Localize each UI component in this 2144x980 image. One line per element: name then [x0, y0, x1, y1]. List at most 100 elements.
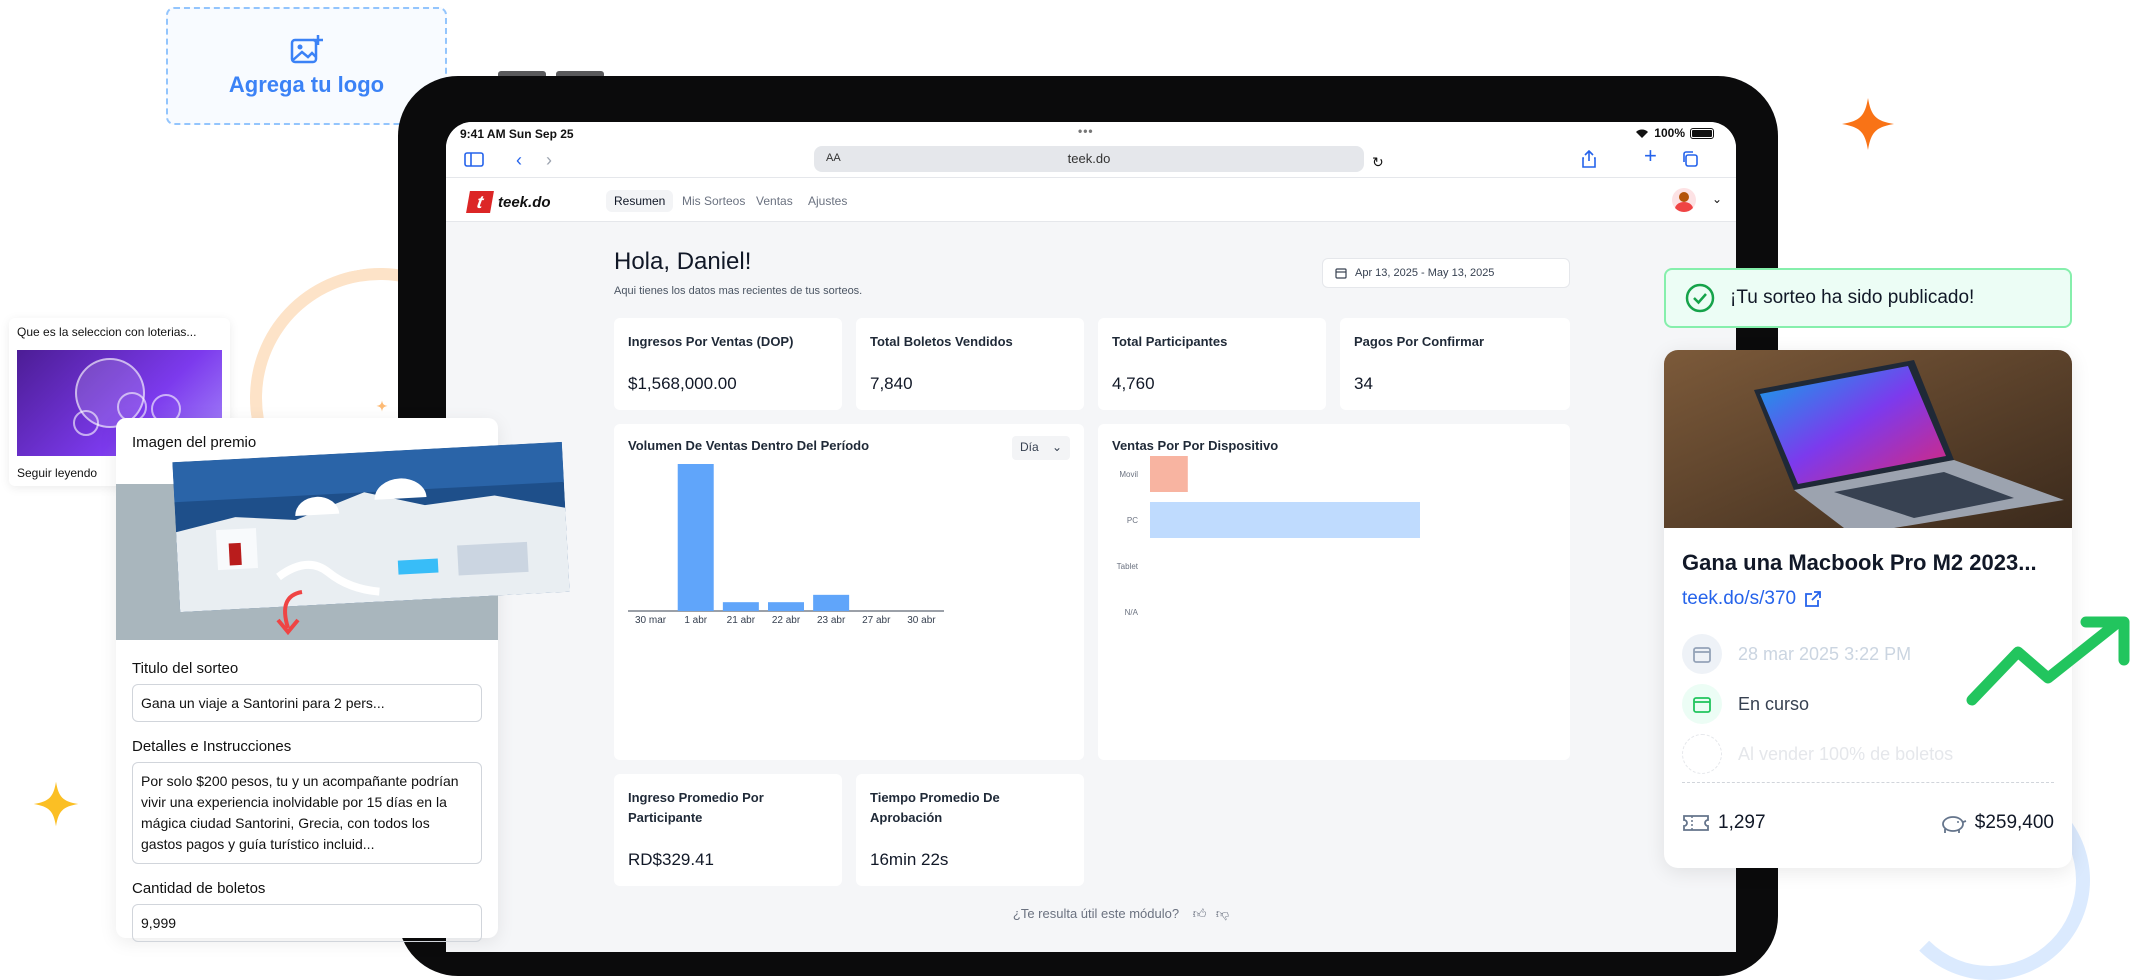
thumbs-up-icon[interactable]: 👍︎ [1192, 906, 1207, 921]
forward-icon[interactable]: › [546, 150, 552, 170]
tab-mis-sorteos[interactable]: Mis Sorteos [682, 194, 746, 208]
bar [813, 594, 850, 611]
tickets-label: Cantidad de boletos [132, 880, 266, 897]
calendar-icon [1682, 634, 1722, 674]
stat-card-boletos: Total Boletos Vendidos 7,840 [856, 318, 1084, 410]
tab-ventas[interactable]: Ventas [756, 194, 793, 208]
logo-upload-label: Agrega tu logo [228, 72, 385, 97]
x-tick-label: 23 abr [817, 615, 846, 626]
sidebar-icon[interactable] [464, 152, 484, 167]
x-tick-label: 27 abr [862, 615, 891, 626]
y-tick-label: N/A [1125, 608, 1139, 617]
avatar[interactable] [1672, 188, 1696, 212]
ipad-screen: 9:41 AM Sun Sep 25 ••• 100% ‹ › AA teek.… [446, 122, 1736, 952]
status-time: 9:41 AM Sun Sep 25 [460, 127, 574, 141]
read-more-link[interactable]: Seguir leyendo [17, 466, 98, 480]
start-date-row: 28 mar 2025 3:22 PM [1682, 634, 1911, 674]
chart-title: Volumen De Ventas Dentro Del Período [628, 438, 870, 453]
santorini-photo[interactable] [172, 441, 570, 613]
browser-toolbar: ‹ › AA teek.do ↻ + [446, 142, 1736, 178]
feedback-text: ¿Te resulta útil este módulo? [1012, 906, 1180, 921]
logo-upload-dropzone[interactable]: Agrega tu logo [166, 7, 447, 125]
title-field[interactable]: Gana un viaje a Santorini para 2 pers... [132, 684, 482, 722]
y-tick-label: Movil [1119, 470, 1138, 479]
add-image-icon [290, 35, 323, 64]
tabs-icon[interactable] [1682, 151, 1698, 167]
page-subtitle: Aqui tienes los datos mas recientes de t… [614, 285, 863, 297]
tickets-field[interactable]: 9,999 [132, 904, 482, 942]
bar [677, 464, 714, 611]
sparkle-icon [33, 781, 79, 827]
period-select-value: Día [1020, 440, 1039, 454]
x-tick-label: 21 abr [727, 615, 756, 626]
prize-image [1664, 350, 2072, 528]
details-label: Detalles e Instrucciones [132, 738, 292, 755]
address-bar[interactable]: AA teek.do [814, 146, 1364, 172]
chart-title: Ventas Por Por Dispositivo [1112, 438, 1279, 453]
reload-icon[interactable]: ↻ [1372, 154, 1384, 170]
y-tick-label: PC [1127, 516, 1138, 525]
text-size-button[interactable]: AA [826, 152, 841, 164]
brand-logo[interactable]: t teek.do [466, 191, 551, 213]
bar [1150, 502, 1420, 538]
stat-label: Tiempo Promedio De Aprobación [870, 790, 1000, 825]
stat-card-tiempo-aprobacion: Tiempo Promedio De Aprobación 16min 22s [856, 774, 1084, 886]
device-sales-chart: Movil PC Tablet N/A [1117, 456, 1420, 617]
tab-ajustes[interactable]: Ajustes [808, 194, 848, 208]
share-icon[interactable] [1582, 150, 1596, 168]
check-circle-icon [1685, 283, 1715, 313]
end-condition: Al vender 100% de boletos [1738, 743, 1954, 764]
date-range-picker[interactable]: Apr 13, 2025 - May 13, 2025 [1322, 258, 1570, 288]
sparkle-icon [1842, 98, 1894, 150]
multitask-dots[interactable]: ••• [1078, 124, 1094, 138]
period-select[interactable]: Día ⌄ [1012, 436, 1070, 460]
start-date: 28 mar 2025 3:22 PM [1738, 643, 1912, 664]
stat-label: Total Boletos Vendidos [870, 334, 1013, 349]
stat-card-pagos: Pagos Por Confirmar 34 [1340, 318, 1570, 410]
chevron-down-icon[interactable]: ⌄ [1711, 192, 1722, 206]
stat-value: 34 [1354, 374, 1373, 393]
x-tick-label: 30 abr [907, 615, 936, 626]
stat-card-ingresos: Ingresos Por Ventas (DOP) $1,568,000.00 [614, 318, 842, 410]
stat-label: Ingresos Por Ventas (DOP) [628, 334, 794, 349]
tab-resumen[interactable]: Resumen [606, 190, 674, 212]
app-navbar: t teek.do Resumen Mis Sorteos Ventas Aju… [446, 178, 1736, 222]
feedback-prompt: ¿Te resulta útil este módulo? 👍︎ 👎︎ [446, 906, 1736, 922]
toast-message: ¡Tu sorteo ha sido publicado! [1730, 287, 1975, 308]
article-title: Que es la seleccion con loterias... [17, 325, 197, 339]
back-icon[interactable]: ‹ [516, 150, 522, 170]
stat-value: RD$329.41 [628, 850, 715, 869]
page-title: Hola, Daniel! [614, 248, 752, 275]
new-tab-icon[interactable]: + [1644, 143, 1657, 168]
calendar-check-icon [1682, 684, 1722, 724]
stat-value: $1,568,000.00 [628, 374, 737, 393]
ipad-volume-button [498, 71, 546, 79]
stat-value: 16min 22s [870, 850, 949, 869]
x-tick-label: 30 mar [635, 615, 667, 626]
thumbs-down-icon[interactable]: 👎︎ [1215, 906, 1230, 921]
piggy-bank-icon [1941, 816, 1967, 833]
ticket-icon [1683, 815, 1709, 831]
brand-name: teek.do [498, 193, 551, 211]
bar [722, 602, 759, 611]
sales-volume-chart: 30 mar 1 abr 21 abr 22 abr 23 abr 27 abr 30 ab… [628, 464, 944, 626]
x-tick-label: 22 abr [772, 615, 801, 626]
published-raffle-card[interactable]: Gana una Macbook Pro M2 2023... teek.do/… [1664, 350, 2072, 868]
external-link-icon [1805, 591, 1821, 607]
wifi-icon [1636, 129, 1649, 138]
revenue-amount: $259,400 [1974, 812, 2054, 833]
device-sales-chart-card: Ventas Por Por Dispositivo Movil PC Tablet… [1098, 424, 1570, 760]
status-bar: 9:41 AM Sun Sep 25 ••• 100% [446, 122, 1736, 142]
sales-volume-chart-card: Volumen De Ventas Dentro Del Período Día… [614, 424, 1084, 760]
raffle-link[interactable]: teek.do/s/370 [1682, 588, 1822, 610]
bar [1150, 456, 1188, 492]
stat-label: Ingreso Promedio Por Participante [628, 790, 764, 825]
tickets-count: 1,297 [1718, 812, 1766, 833]
bar [768, 602, 804, 611]
chevron-down-icon: ⌄ [1051, 440, 1062, 454]
progress-circle-icon [1682, 734, 1722, 774]
details-field[interactable]: Por solo $200 pesos, tu y un acompañante… [132, 762, 482, 864]
url-text: teek.do [1067, 151, 1111, 166]
status-row: En curso [1682, 684, 1809, 724]
stat-label: Total Participantes [1112, 334, 1228, 349]
